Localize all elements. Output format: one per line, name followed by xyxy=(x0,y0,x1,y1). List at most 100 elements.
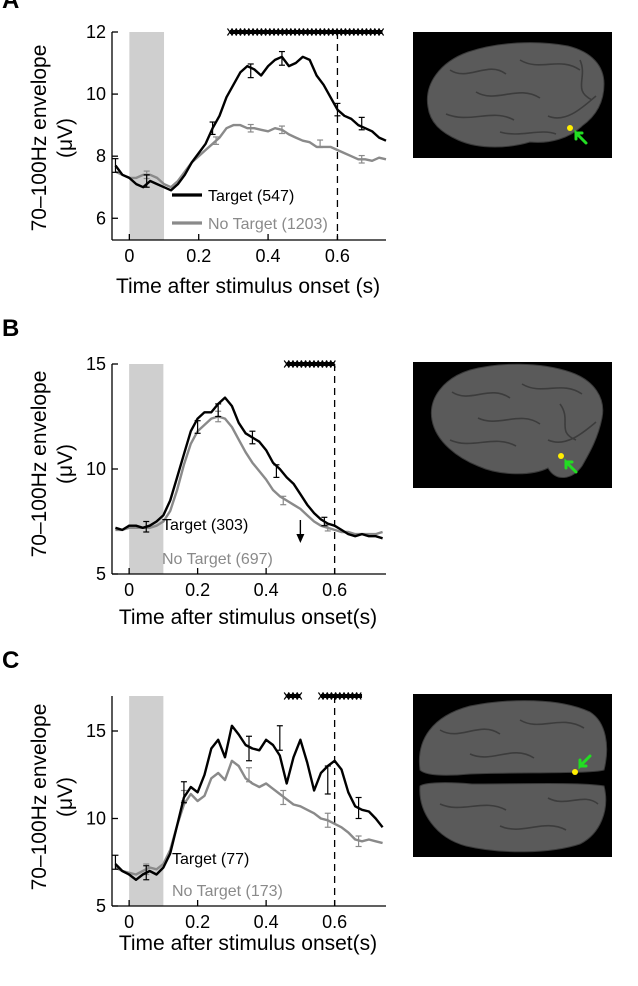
x-tick-label-b-1: 0.2 xyxy=(185,580,210,600)
pointer-arrow-c xyxy=(578,754,592,770)
error-bar-a-target xyxy=(358,116,365,131)
error-bar-c-target xyxy=(324,765,331,795)
panel-a: A 70–100Hz envelope (μV) Time after stim… xyxy=(2,0,612,298)
significance-mark xyxy=(287,360,294,368)
significance-mark xyxy=(338,692,345,700)
significance-mark xyxy=(292,360,299,368)
brain-upper-hemisphere-c xyxy=(418,700,608,776)
electrode-marker-a xyxy=(567,125,573,131)
y-tick-label-b-0: 5 xyxy=(96,564,106,584)
significance-mark xyxy=(292,692,299,700)
y-tick-label-a-3: 12 xyxy=(86,22,106,42)
error-bar-c-no-target xyxy=(246,767,252,783)
significance-mark xyxy=(296,360,303,368)
legend-label-c-1: No Target (173) xyxy=(172,883,283,900)
error-bar-a-target xyxy=(209,121,216,136)
panel-c: C 70–100Hz envelope (μV) Time after stim… xyxy=(2,647,612,955)
legend-label-a-0: Target (547) xyxy=(208,188,294,205)
error-bar-a-target xyxy=(143,174,150,188)
error-bar-c-target xyxy=(246,735,252,762)
error-bar-c-target xyxy=(143,865,150,881)
significance-mark xyxy=(326,692,333,700)
panel-label-a: A xyxy=(2,0,19,14)
panel-label-b: B xyxy=(2,315,19,342)
significance-mark xyxy=(348,28,355,36)
error-bar-c-no-target xyxy=(355,835,362,848)
significance-mark xyxy=(315,28,322,36)
legend-label-b-1: No Target (697) xyxy=(162,551,273,568)
stimulus-window-a xyxy=(129,32,165,240)
error-bar-a-target xyxy=(247,63,254,79)
stimulus-window-b xyxy=(129,364,164,574)
significance-mark xyxy=(306,28,313,36)
plot-area-a: Target (547) No Target (1203) 6 8 10 12 0 0.2 0.… xyxy=(86,22,387,266)
significance-mark xyxy=(226,28,233,36)
error-bar-a-target xyxy=(112,158,119,173)
significance-mark xyxy=(319,28,326,36)
significance-mark xyxy=(283,692,290,700)
significance-bar-b-0 xyxy=(283,360,336,368)
legend-label-b-0: Target (303) xyxy=(162,517,248,534)
y-tick-label-a-1: 8 xyxy=(96,146,106,166)
brain-image-a xyxy=(413,32,612,158)
significance-mark xyxy=(268,28,275,36)
significance-mark xyxy=(317,692,324,700)
error-bar-b-target xyxy=(249,430,256,445)
significance-mark xyxy=(357,28,364,36)
significance-mark xyxy=(298,28,305,36)
x-tick-label-a-2: 0.4 xyxy=(256,246,281,266)
x-tick-label-c-0: 0 xyxy=(124,912,134,932)
y-tick-label-b-2: 15 xyxy=(86,354,106,374)
brain-image-b xyxy=(413,362,612,488)
significance-mark xyxy=(256,28,263,36)
significance-mark xyxy=(313,360,320,368)
y-axis-title-c: 70–100Hz envelope xyxy=(28,704,51,891)
significance-mark xyxy=(300,360,307,368)
error-bar-c-no-target xyxy=(280,789,287,806)
significance-mark xyxy=(287,692,294,700)
significance-mark xyxy=(373,28,380,36)
arrow-head xyxy=(296,534,305,543)
significance-mark xyxy=(355,692,362,700)
pointer-arrow-a xyxy=(574,129,588,145)
y-axis-title-a: 70–100Hz envelope xyxy=(28,45,51,232)
significance-mark xyxy=(247,28,254,36)
significance-mark xyxy=(252,28,259,36)
significance-mark xyxy=(231,28,238,36)
y-axis-label-b: 70–100Hz envelope (μV) xyxy=(28,371,77,558)
y-tick-label-c-1: 10 xyxy=(86,809,106,829)
error-bar-c-target xyxy=(112,854,119,870)
significance-mark xyxy=(243,28,250,36)
error-bar-b-target xyxy=(273,464,280,478)
significance-mark xyxy=(310,28,317,36)
significance-mark xyxy=(351,692,358,700)
error-bar-a-target xyxy=(278,50,285,66)
legend-label-a-1: No Target (1203) xyxy=(208,216,328,233)
brain-image-c xyxy=(413,694,612,857)
y-axis-unit-b: (μV) xyxy=(54,444,77,484)
error-bar-c-target xyxy=(355,796,362,820)
significance-mark xyxy=(327,28,334,36)
y-axis-label-a: 70–100Hz envelope (μV) xyxy=(28,45,77,232)
x-axis-label-b: Time after stimulus onset(s) xyxy=(119,606,377,629)
significance-mark xyxy=(289,28,296,36)
significance-mark xyxy=(340,28,347,36)
error-bar-b-target xyxy=(215,403,222,418)
x-tick-label-a-1: 0.2 xyxy=(186,246,211,266)
significance-mark xyxy=(296,692,303,700)
x-tick-label-c-1: 0.2 xyxy=(185,912,210,932)
error-bar-c-target xyxy=(180,781,187,804)
significance-mark xyxy=(331,28,338,36)
y-tick-label-a-2: 10 xyxy=(86,84,106,104)
x-axis-label-c: Time after stimulus onset(s) xyxy=(119,932,377,955)
y-tick-label-b-1: 10 xyxy=(86,459,106,479)
significance-mark xyxy=(281,28,288,36)
significance-mark xyxy=(273,28,280,36)
significance-mark xyxy=(352,28,359,36)
significance-bar-c-1 xyxy=(317,692,363,700)
x-tick-label-b-0: 0 xyxy=(124,580,134,600)
significance-mark xyxy=(361,28,368,36)
brain-lower-hemisphere-c xyxy=(419,782,607,853)
significance-mark xyxy=(302,28,309,36)
significance-mark xyxy=(277,28,284,36)
